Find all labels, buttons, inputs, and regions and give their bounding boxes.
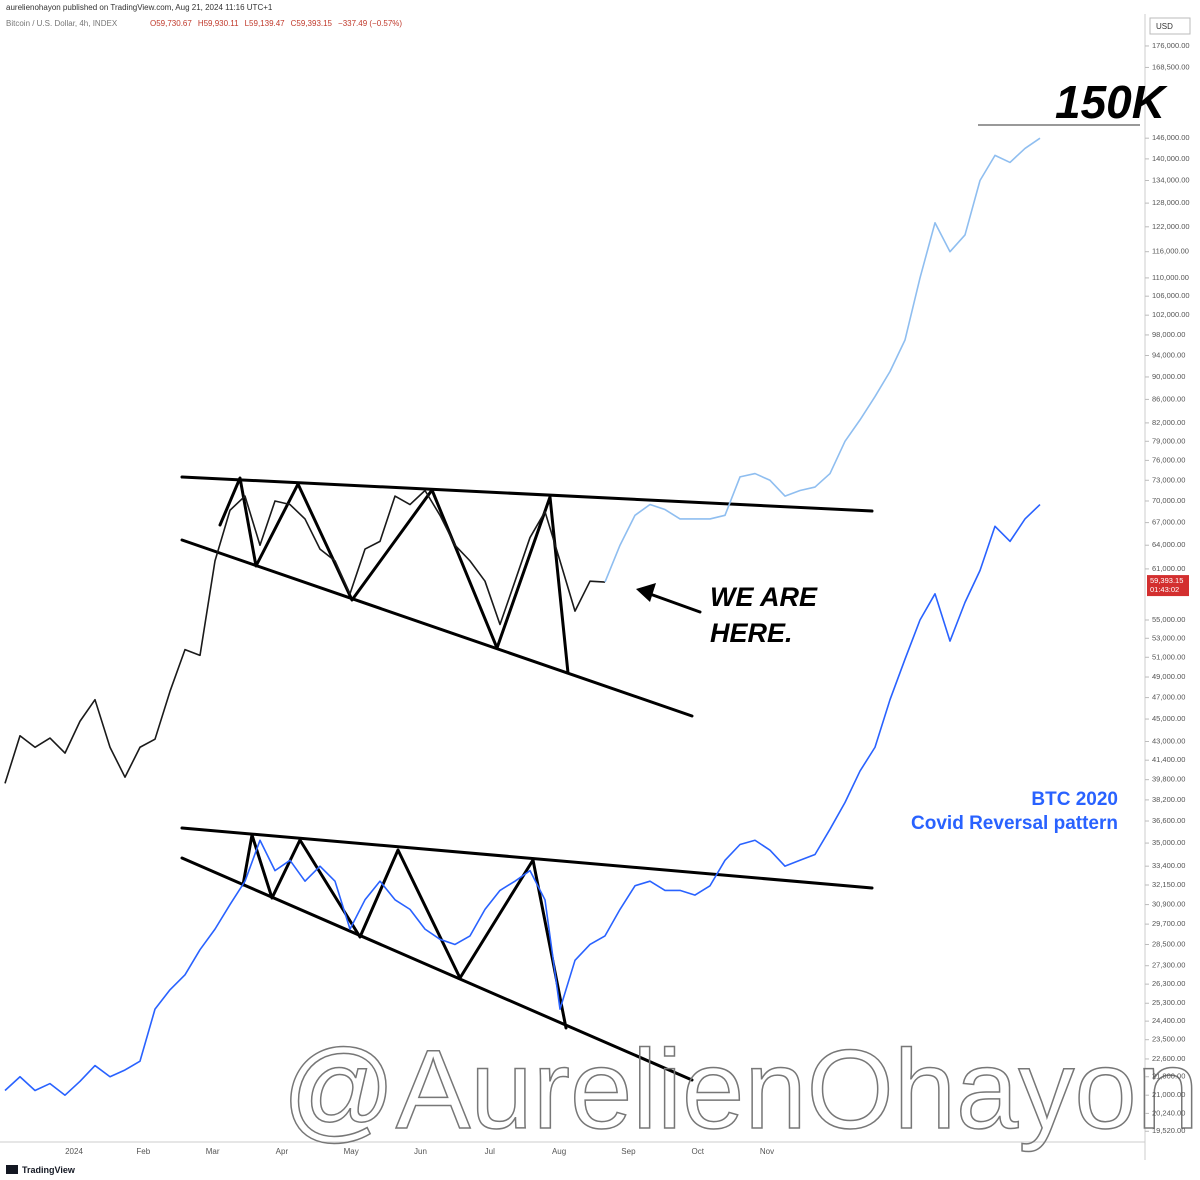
- btc-2020-label: BTC 2020: [1031, 789, 1118, 810]
- trendline: [180, 826, 874, 890]
- price-label-box: [1147, 575, 1189, 597]
- y-tick-label: 90,000.00: [1152, 372, 1185, 381]
- currency: USD: [1156, 22, 1173, 31]
- y-tick-label: 94,000.00: [1152, 350, 1185, 359]
- y-tick-label: 21,800.00: [1152, 1072, 1185, 1081]
- y-tick-label: 33,400.00: [1152, 861, 1185, 870]
- y-tick-label: 61,000.00: [1152, 564, 1185, 573]
- y-tick-label: 39,800.00: [1152, 775, 1185, 784]
- x-tick-label: 2024: [65, 1147, 83, 1156]
- y-tick-label: 51,000.00: [1152, 652, 1185, 661]
- y-tick-label: 67,000.00: [1152, 518, 1185, 527]
- x-tick-label: Mar: [206, 1147, 220, 1156]
- y-tick-label: 49,000.00: [1152, 672, 1185, 681]
- price-line: [4, 503, 1041, 1096]
- y-tick-label: 73,000.00: [1152, 475, 1185, 484]
- y-tick-label: 38,200.00: [1152, 795, 1185, 804]
- y-tick-label: 110,000.00: [1152, 273, 1189, 282]
- y-tick-label: 146,000.00: [1152, 133, 1190, 142]
- y-tick-label: 76,000.00: [1152, 455, 1185, 464]
- y-tick-label: 116,000.00: [1152, 247, 1189, 256]
- y-tick-label: 98,000.00: [1152, 330, 1185, 339]
- y-tick-label: 29,700.00: [1152, 919, 1185, 928]
- ohlc-value: C59,393.15: [291, 19, 333, 28]
- x-tick-label: Aug: [552, 1147, 566, 1156]
- trendline: [180, 856, 694, 1082]
- x-tick-label: Jun: [414, 1147, 427, 1156]
- currency-box: [1149, 17, 1191, 35]
- x-tick-label: Feb: [136, 1147, 150, 1156]
- y-tick-label: 102,000.00: [1152, 310, 1190, 319]
- y-tick-label: 47,000.00: [1152, 693, 1185, 702]
- y-tick-label: 122,000.00: [1152, 222, 1190, 231]
- ohlc-value: H59,930.11: [198, 19, 239, 28]
- y-tick-label: 43,000.00: [1152, 736, 1185, 745]
- y-tick-label: 30,900.00: [1152, 900, 1185, 909]
- watermark: @AurelienOhayon: [282, 1027, 1199, 1152]
- y-tick-label: 86,000.00: [1152, 394, 1185, 403]
- btc-2020-label: Covid Reversal pattern: [911, 813, 1118, 834]
- we-are-here: WE ARE: [710, 582, 818, 612]
- y-tick-label: 82,000.00: [1152, 418, 1185, 427]
- x-tick-label: Nov: [760, 1147, 774, 1156]
- countdown: 01:43:02: [1150, 585, 1179, 594]
- x-tick-label: Jul: [485, 1147, 495, 1156]
- zigzag: [218, 476, 570, 675]
- y-tick-label: 128,000.00: [1152, 198, 1190, 207]
- y-tick-label: 32,150.00: [1152, 880, 1185, 889]
- y-tick-label: 168,500.00: [1152, 62, 1190, 71]
- publisher: aurelienohayon published on TradingView.…: [6, 3, 273, 12]
- y-tick-label: 41,400.00: [1152, 755, 1185, 764]
- trendlines: [180, 124, 1140, 1082]
- arrow-head: [636, 583, 656, 602]
- y-tick-label: 64,000.00: [1152, 540, 1185, 549]
- y-tick-label: 27,300.00: [1152, 961, 1185, 970]
- y-tick-label: 35,000.00: [1152, 838, 1185, 847]
- x-tick-label: May: [344, 1147, 359, 1156]
- zigzag: [241, 833, 568, 1030]
- ohlc-value: −337.49 (−0.57%): [338, 19, 402, 28]
- y-tick-label: 45,000.00: [1152, 714, 1185, 723]
- arrow: [648, 592, 702, 614]
- brand: TradingView: [22, 1165, 76, 1175]
- ohlc-value: O59,730.67: [150, 19, 192, 28]
- trendline: [180, 475, 874, 513]
- target-label: 150K: [1055, 76, 1168, 128]
- brand-logo: [6, 1165, 18, 1174]
- y-tick-label: 134,000.00: [1152, 175, 1190, 184]
- y-tick-label: 20,240.00: [1152, 1108, 1185, 1117]
- price-line: [4, 489, 606, 784]
- y-tick-label: 28,500.00: [1152, 939, 1185, 948]
- y-tick-label: 55,000.00: [1152, 615, 1185, 624]
- y-tick-label: 79,000.00: [1152, 436, 1185, 445]
- price-line: [604, 137, 1041, 583]
- y-tick-label: 25,300.00: [1152, 998, 1185, 1007]
- y-tick-label: 140,000.00: [1152, 154, 1190, 163]
- y-tick-label: 22,600.00: [1152, 1054, 1185, 1063]
- ohlc-value: L59,139.47: [245, 19, 286, 28]
- y-tick-label: 23,500.00: [1152, 1035, 1185, 1044]
- y-tick-label: 176,000.00: [1152, 41, 1190, 50]
- y-tick-label: 36,600.00: [1152, 816, 1185, 825]
- y-tick-label: 26,300.00: [1152, 979, 1185, 988]
- trendline: [180, 538, 694, 718]
- y-tick-label: 24,400.00: [1152, 1016, 1185, 1025]
- price-label: 59,393.15: [1150, 576, 1183, 585]
- x-tick-label: Oct: [691, 1147, 704, 1156]
- y-tick-label: 19,520.00: [1152, 1126, 1185, 1135]
- y-tick-label: 53,000.00: [1152, 633, 1185, 642]
- we-are-here: HERE.: [710, 618, 793, 648]
- y-tick-label: 106,000.00: [1152, 291, 1190, 300]
- y-tick-label: 21,000.00: [1152, 1090, 1185, 1099]
- symbol: Bitcoin / U.S. Dollar, 4h, INDEX: [6, 19, 118, 28]
- x-tick-label: Sep: [621, 1147, 636, 1156]
- x-tick-label: Apr: [276, 1147, 289, 1156]
- y-tick-label: 70,000.00: [1152, 496, 1185, 505]
